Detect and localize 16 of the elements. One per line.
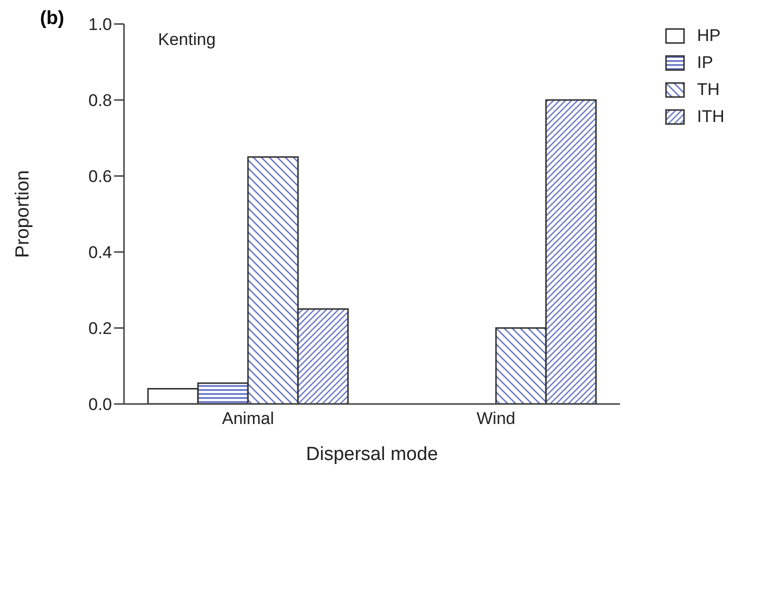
y-tick-label: 0.2: [88, 319, 112, 338]
legend-label: HP: [697, 26, 721, 46]
y-axis-title: Proportion: [12, 170, 34, 258]
x-axis-title: Dispersal mode: [306, 444, 438, 465]
y-tick-label: 0.4: [88, 243, 112, 262]
annotation: Kenting: [158, 30, 216, 50]
y-tick-label: 1.0: [88, 15, 112, 34]
chart-title: (b): [40, 8, 64, 30]
y-tick-label: 0.6: [88, 167, 112, 186]
x-tick-label: Animal: [222, 409, 274, 428]
y-tick-label: 0.8: [88, 91, 112, 110]
legend-label: TH: [697, 80, 720, 100]
legend-label: IP: [697, 52, 714, 72]
y-tick-label: 0.0: [88, 395, 112, 414]
legend-label: ITH: [697, 106, 724, 126]
x-tick-label: Wind: [476, 409, 516, 428]
